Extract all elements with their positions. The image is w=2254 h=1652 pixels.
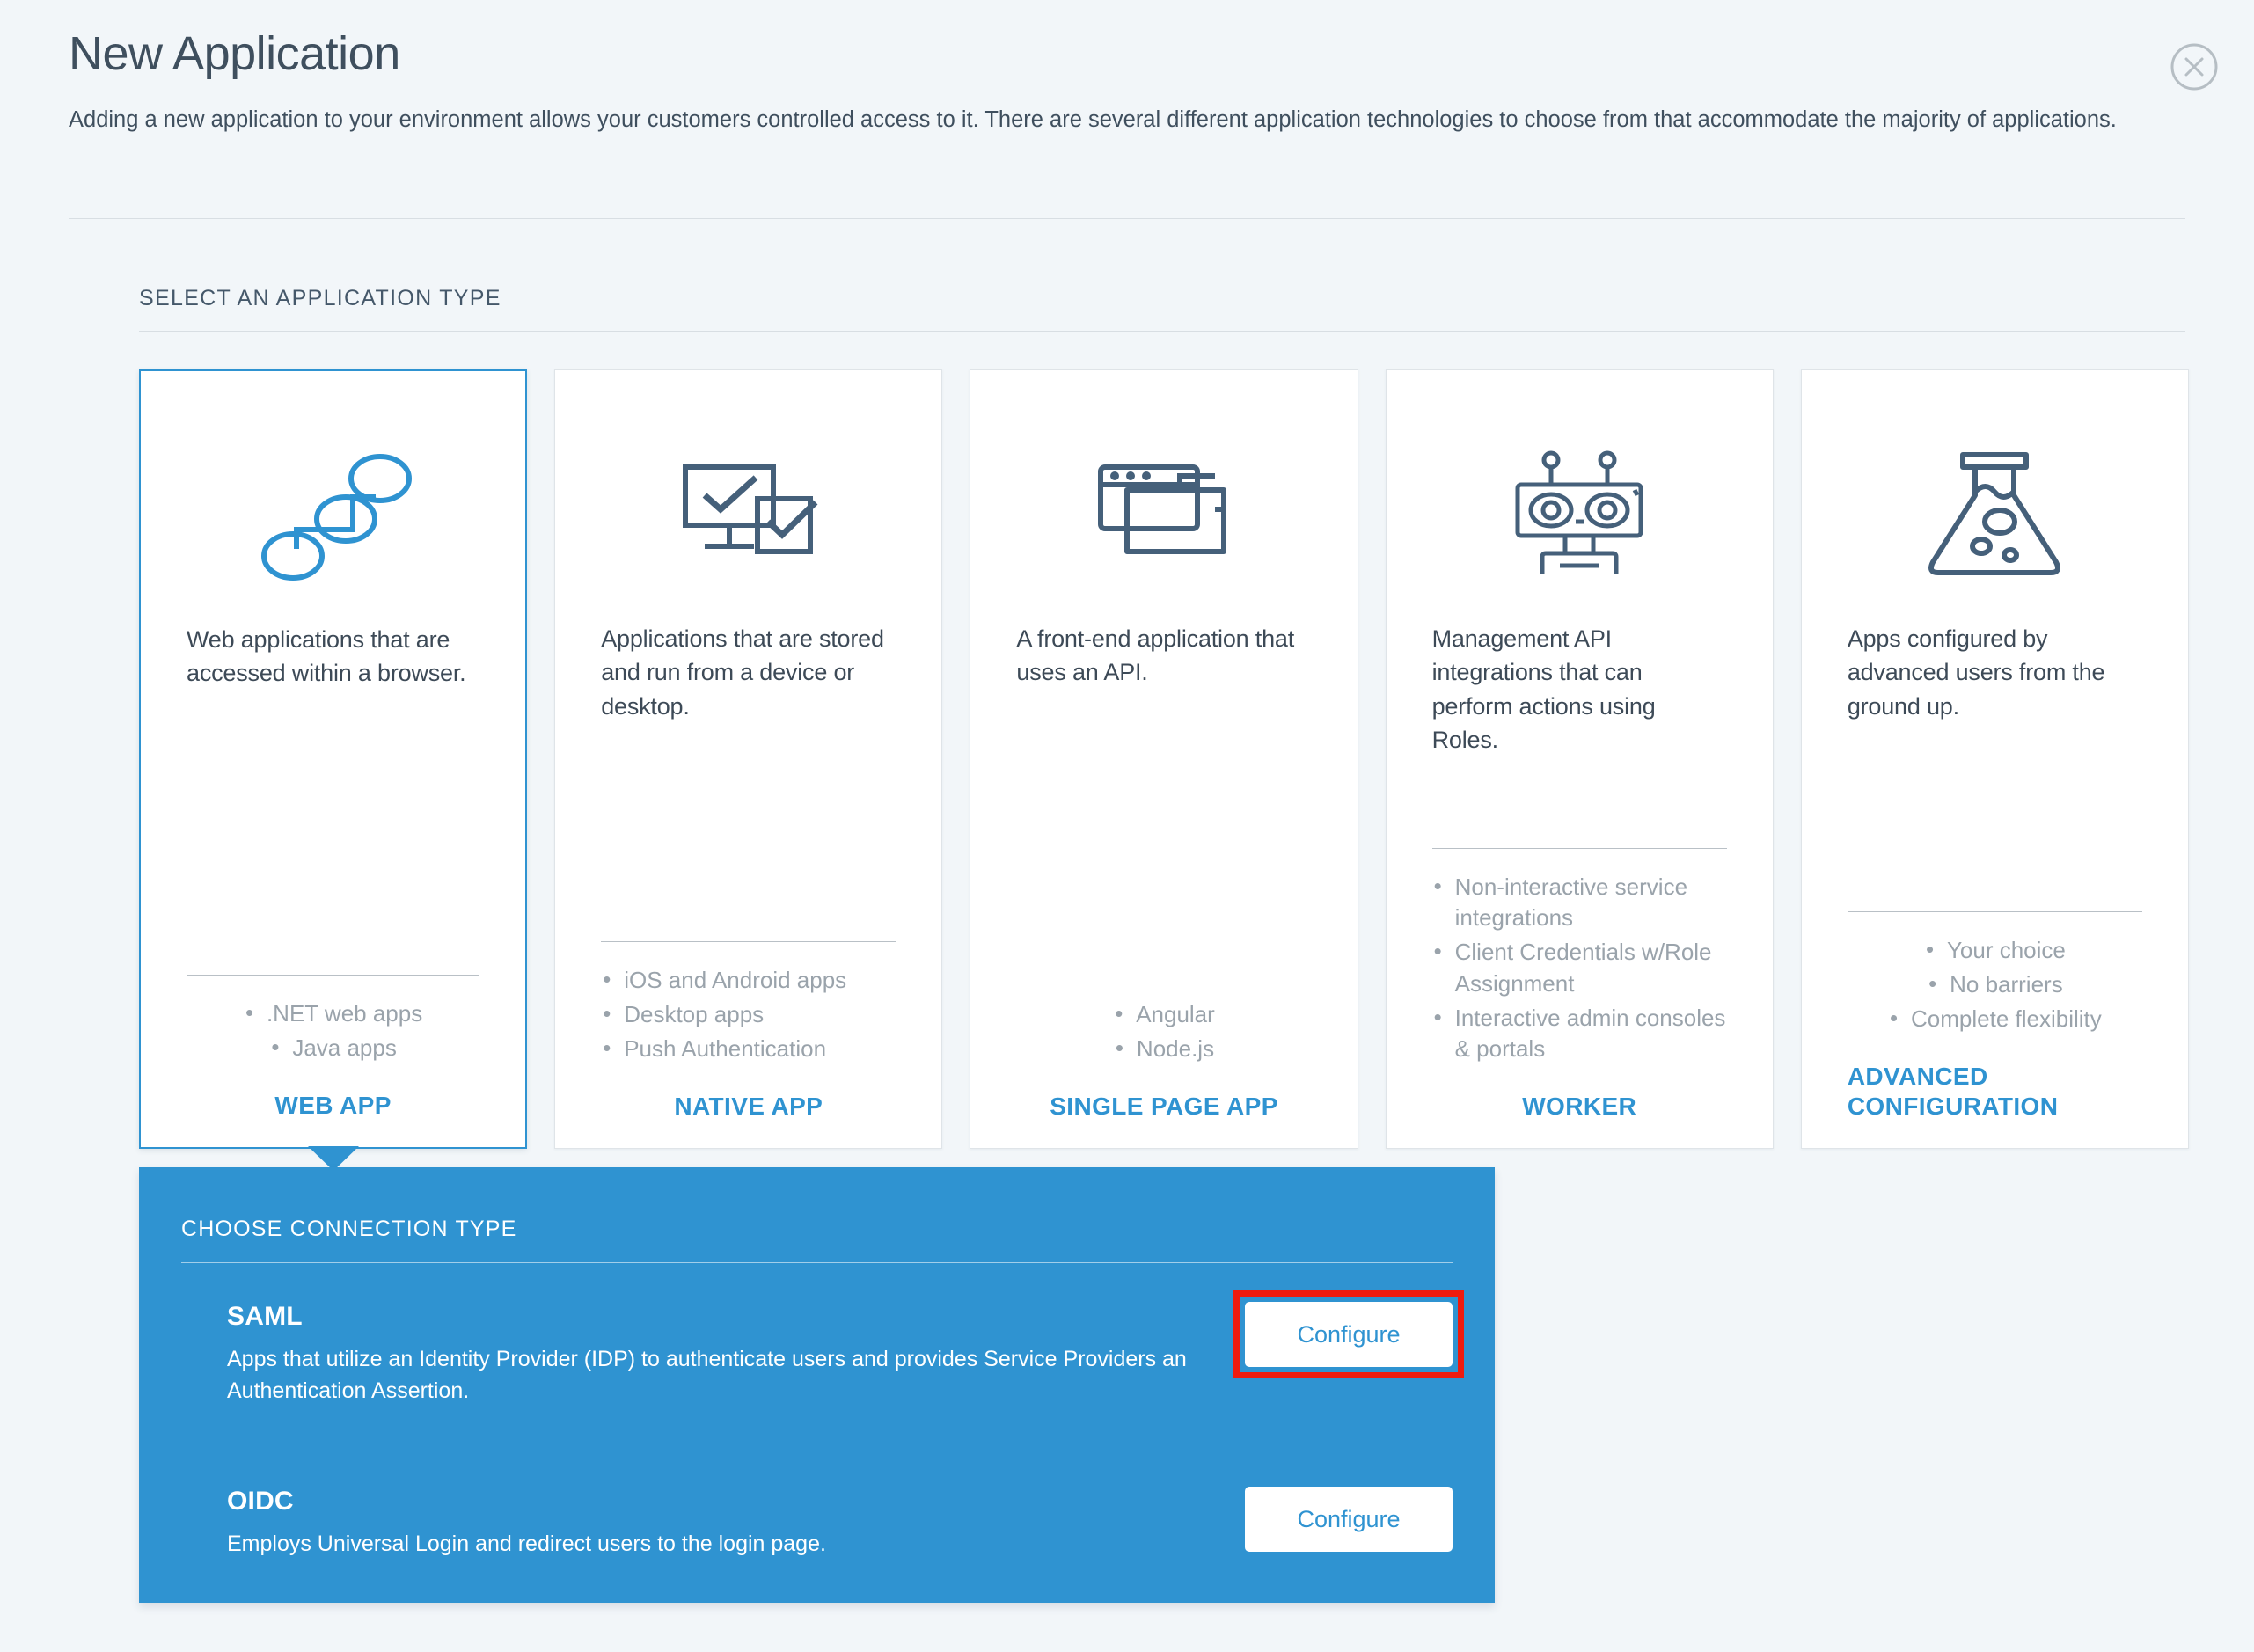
list-item: Non-interactive service integrations [1432, 871, 1727, 934]
connection-name: OIDC [227, 1487, 294, 1516]
section-divider [139, 331, 2185, 332]
browser-windows-icon [1016, 423, 1311, 608]
card-divider [187, 975, 480, 976]
saml-configure-button[interactable]: Configure [1245, 1302, 1453, 1367]
card-type-label[interactable]: SINGLE PAGE APP [1050, 1092, 1278, 1120]
card-type-label[interactable]: NATIVE APP [674, 1092, 823, 1120]
oidc-configure-button[interactable]: Configure [1245, 1487, 1453, 1552]
connection-panel-divider [181, 1262, 1453, 1263]
list-item: Push Authentication [601, 1033, 896, 1064]
card-divider [1431, 847, 1727, 849]
app-type-card-worker[interactable]: Management API integrations that can per… [1385, 369, 1774, 1149]
list-item: Node.js [1114, 1033, 1214, 1064]
page-description: Adding a new application to your environ… [69, 107, 2117, 133]
connection-row-oidc: OIDC Employs Universal Login and redirec… [181, 1444, 1453, 1597]
connection-description: Apps that utilize an Identity Provider (… [227, 1347, 1187, 1403]
list-item: .NET web apps [244, 998, 422, 1029]
card-divider [601, 940, 896, 942]
app-type-card-web-app[interactable]: Web applications that are accessed withi… [139, 369, 528, 1171]
oidc-configure-wrap: Configure [1245, 1487, 1453, 1552]
choose-connection-type-panel: CHOOSE CONNECTION TYPE SAML Apps that ut… [139, 1167, 1495, 1603]
section-label: SELECT AN APPLICATION TYPE [139, 286, 501, 311]
card-bullet-list: iOS and Android apps Desktop apps Push A… [601, 964, 896, 1069]
list-item: Java apps [269, 1032, 397, 1064]
list-item: Client Credentials w/Role Assignment [1432, 936, 1727, 999]
app-type-card-advanced-configuration[interactable]: Apps configured by advanced users from t… [1800, 369, 2190, 1149]
card-type-label[interactable]: ADVANCED CONFIGURATION [1847, 1062, 2059, 1120]
list-item: Desktop apps [601, 998, 896, 1030]
card-bullet-list: .NET web apps Java apps [187, 998, 479, 1068]
list-item: iOS and Android apps [601, 964, 896, 996]
list-item: Your choice [1924, 934, 2066, 966]
card-description: Web applications that are accessed withi… [187, 626, 466, 687]
page-title: New Application [69, 27, 400, 80]
list-item: Complete flexibility [1888, 1003, 2102, 1034]
card-description: Management API integrations that can per… [1431, 625, 1656, 753]
card-description: Apps configured by advanced users from t… [1847, 625, 2105, 720]
card-bullet-list: Non-interactive service integrations Cli… [1432, 871, 1727, 1069]
card-description: A front-end application that uses an API… [1016, 625, 1295, 686]
dialog-header: New Application Adding a new application… [69, 26, 2185, 137]
close-circle-icon[interactable] [2170, 42, 2219, 91]
beaker-flask-icon [1848, 423, 2142, 608]
application-type-grid: Web applications that are accessed withi… [139, 369, 2190, 1171]
card-bullet-list: Your choice No barriers Complete flexibi… [1848, 934, 2142, 1039]
selected-card-pointer [307, 1146, 359, 1171]
connection-row-saml: SAML Apps that utilize an Identity Provi… [181, 1263, 1464, 1444]
card-bullet-list: Angular Node.js [1016, 998, 1311, 1069]
section-header: SELECT AN APPLICATION TYPE [139, 286, 2185, 332]
robot-icon [1432, 423, 1727, 608]
card-description: Applications that are stored and run fro… [601, 625, 884, 720]
list-item: Angular [1113, 998, 1215, 1030]
card-divider [1847, 910, 2143, 912]
list-item: No barriers [1927, 969, 2063, 1000]
card-type-label[interactable]: WORKER [1522, 1092, 1637, 1120]
connection-panel-title: CHOOSE CONNECTION TYPE [181, 1217, 517, 1241]
app-type-card-native-app[interactable]: Applications that are stored and run fro… [554, 369, 943, 1149]
saml-configure-wrap: Configure [1233, 1290, 1464, 1378]
list-item: Interactive admin consoles & portals [1432, 1002, 1727, 1065]
connection-description: Employs Universal Login and redirect use… [227, 1531, 826, 1556]
header-divider [69, 218, 2185, 219]
network-nodes-icon [187, 424, 479, 609]
monitor-checkbox-icon [601, 423, 896, 608]
card-type-label[interactable]: WEB APP [274, 1091, 392, 1119]
app-type-card-single-page-app[interactable]: A front-end application that uses an API… [970, 369, 1358, 1149]
connection-name: SAML [227, 1302, 303, 1331]
